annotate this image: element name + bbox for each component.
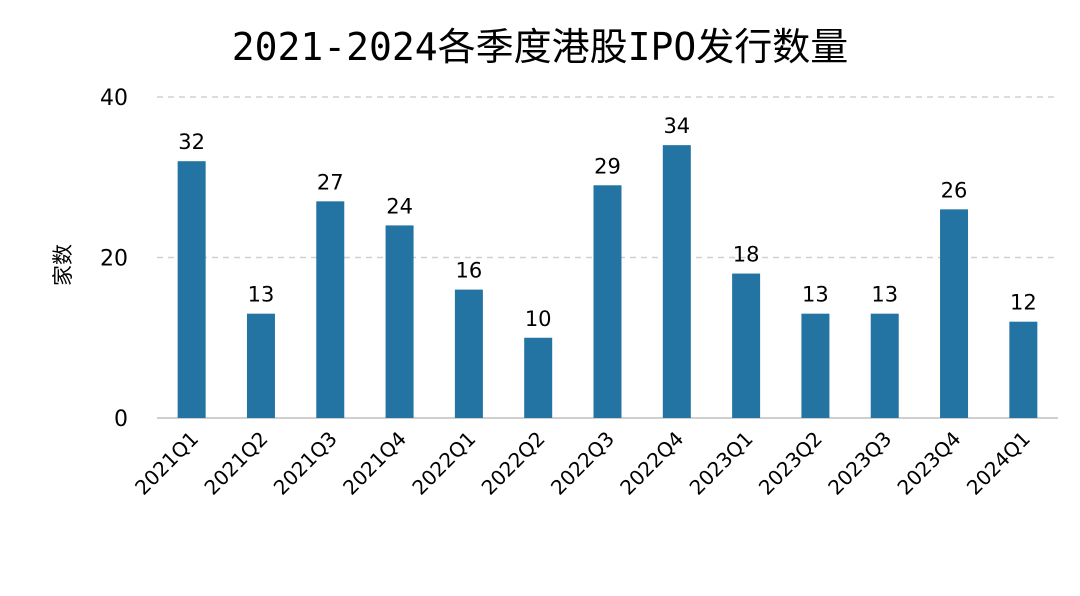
- data-label: 34: [663, 114, 690, 138]
- x-tick-label: 2021Q1: [130, 427, 203, 500]
- y-axis-label: 家数: [51, 244, 75, 286]
- x-tick-label: 2021Q4: [338, 427, 411, 500]
- bars: [177, 145, 1038, 418]
- data-label: 13: [802, 283, 829, 307]
- data-labels: 32 13 27 24 16 10 29 34 18 13 13 26 12: [178, 114, 1036, 331]
- x-tick-label: 2021Q3: [269, 427, 342, 500]
- data-label: 10: [525, 307, 552, 331]
- y-tick-label: 20: [100, 247, 128, 272]
- bar: [524, 337, 553, 418]
- data-label: 18: [733, 243, 760, 267]
- bar: [385, 225, 414, 418]
- x-tick-label: 2022Q2: [477, 427, 550, 500]
- y-tick-label: 0: [114, 407, 128, 432]
- bar: [177, 161, 206, 418]
- x-tick-label: 2023Q3: [823, 427, 896, 500]
- x-tick-label: 2024Q1: [962, 427, 1035, 500]
- bar: [316, 201, 345, 418]
- bar: [662, 145, 691, 418]
- x-tick-label: 2023Q1: [685, 427, 758, 500]
- data-label: 16: [456, 259, 483, 283]
- bar: [940, 209, 969, 418]
- x-tick-label: 2023Q2: [754, 427, 827, 500]
- data-label: 13: [248, 283, 275, 307]
- y-tick-label: 40: [100, 86, 128, 111]
- data-label: 24: [386, 194, 413, 218]
- x-tick-label: 2022Q4: [615, 427, 688, 500]
- bar: [246, 313, 275, 418]
- chart-title: 2021-2024各季度港股IPO发行数量: [231, 25, 849, 69]
- data-label: 26: [941, 178, 968, 202]
- x-tick-label: 2021Q2: [199, 427, 272, 500]
- bar: [454, 289, 483, 418]
- gridlines: [157, 96, 1058, 259]
- x-tick-label: 2022Q3: [546, 427, 619, 500]
- data-label: 29: [594, 154, 621, 178]
- data-label: 13: [871, 283, 898, 307]
- data-label: 27: [317, 170, 344, 194]
- bar: [870, 313, 899, 418]
- data-label: 12: [1010, 291, 1037, 315]
- bar: [732, 273, 761, 418]
- x-tick-label: 2023Q4: [892, 427, 965, 500]
- x-tick-label: 2022Q1: [407, 427, 480, 500]
- bar: [593, 185, 622, 418]
- bar: [801, 313, 830, 418]
- data-label: 32: [178, 130, 205, 154]
- bar: [1009, 321, 1038, 418]
